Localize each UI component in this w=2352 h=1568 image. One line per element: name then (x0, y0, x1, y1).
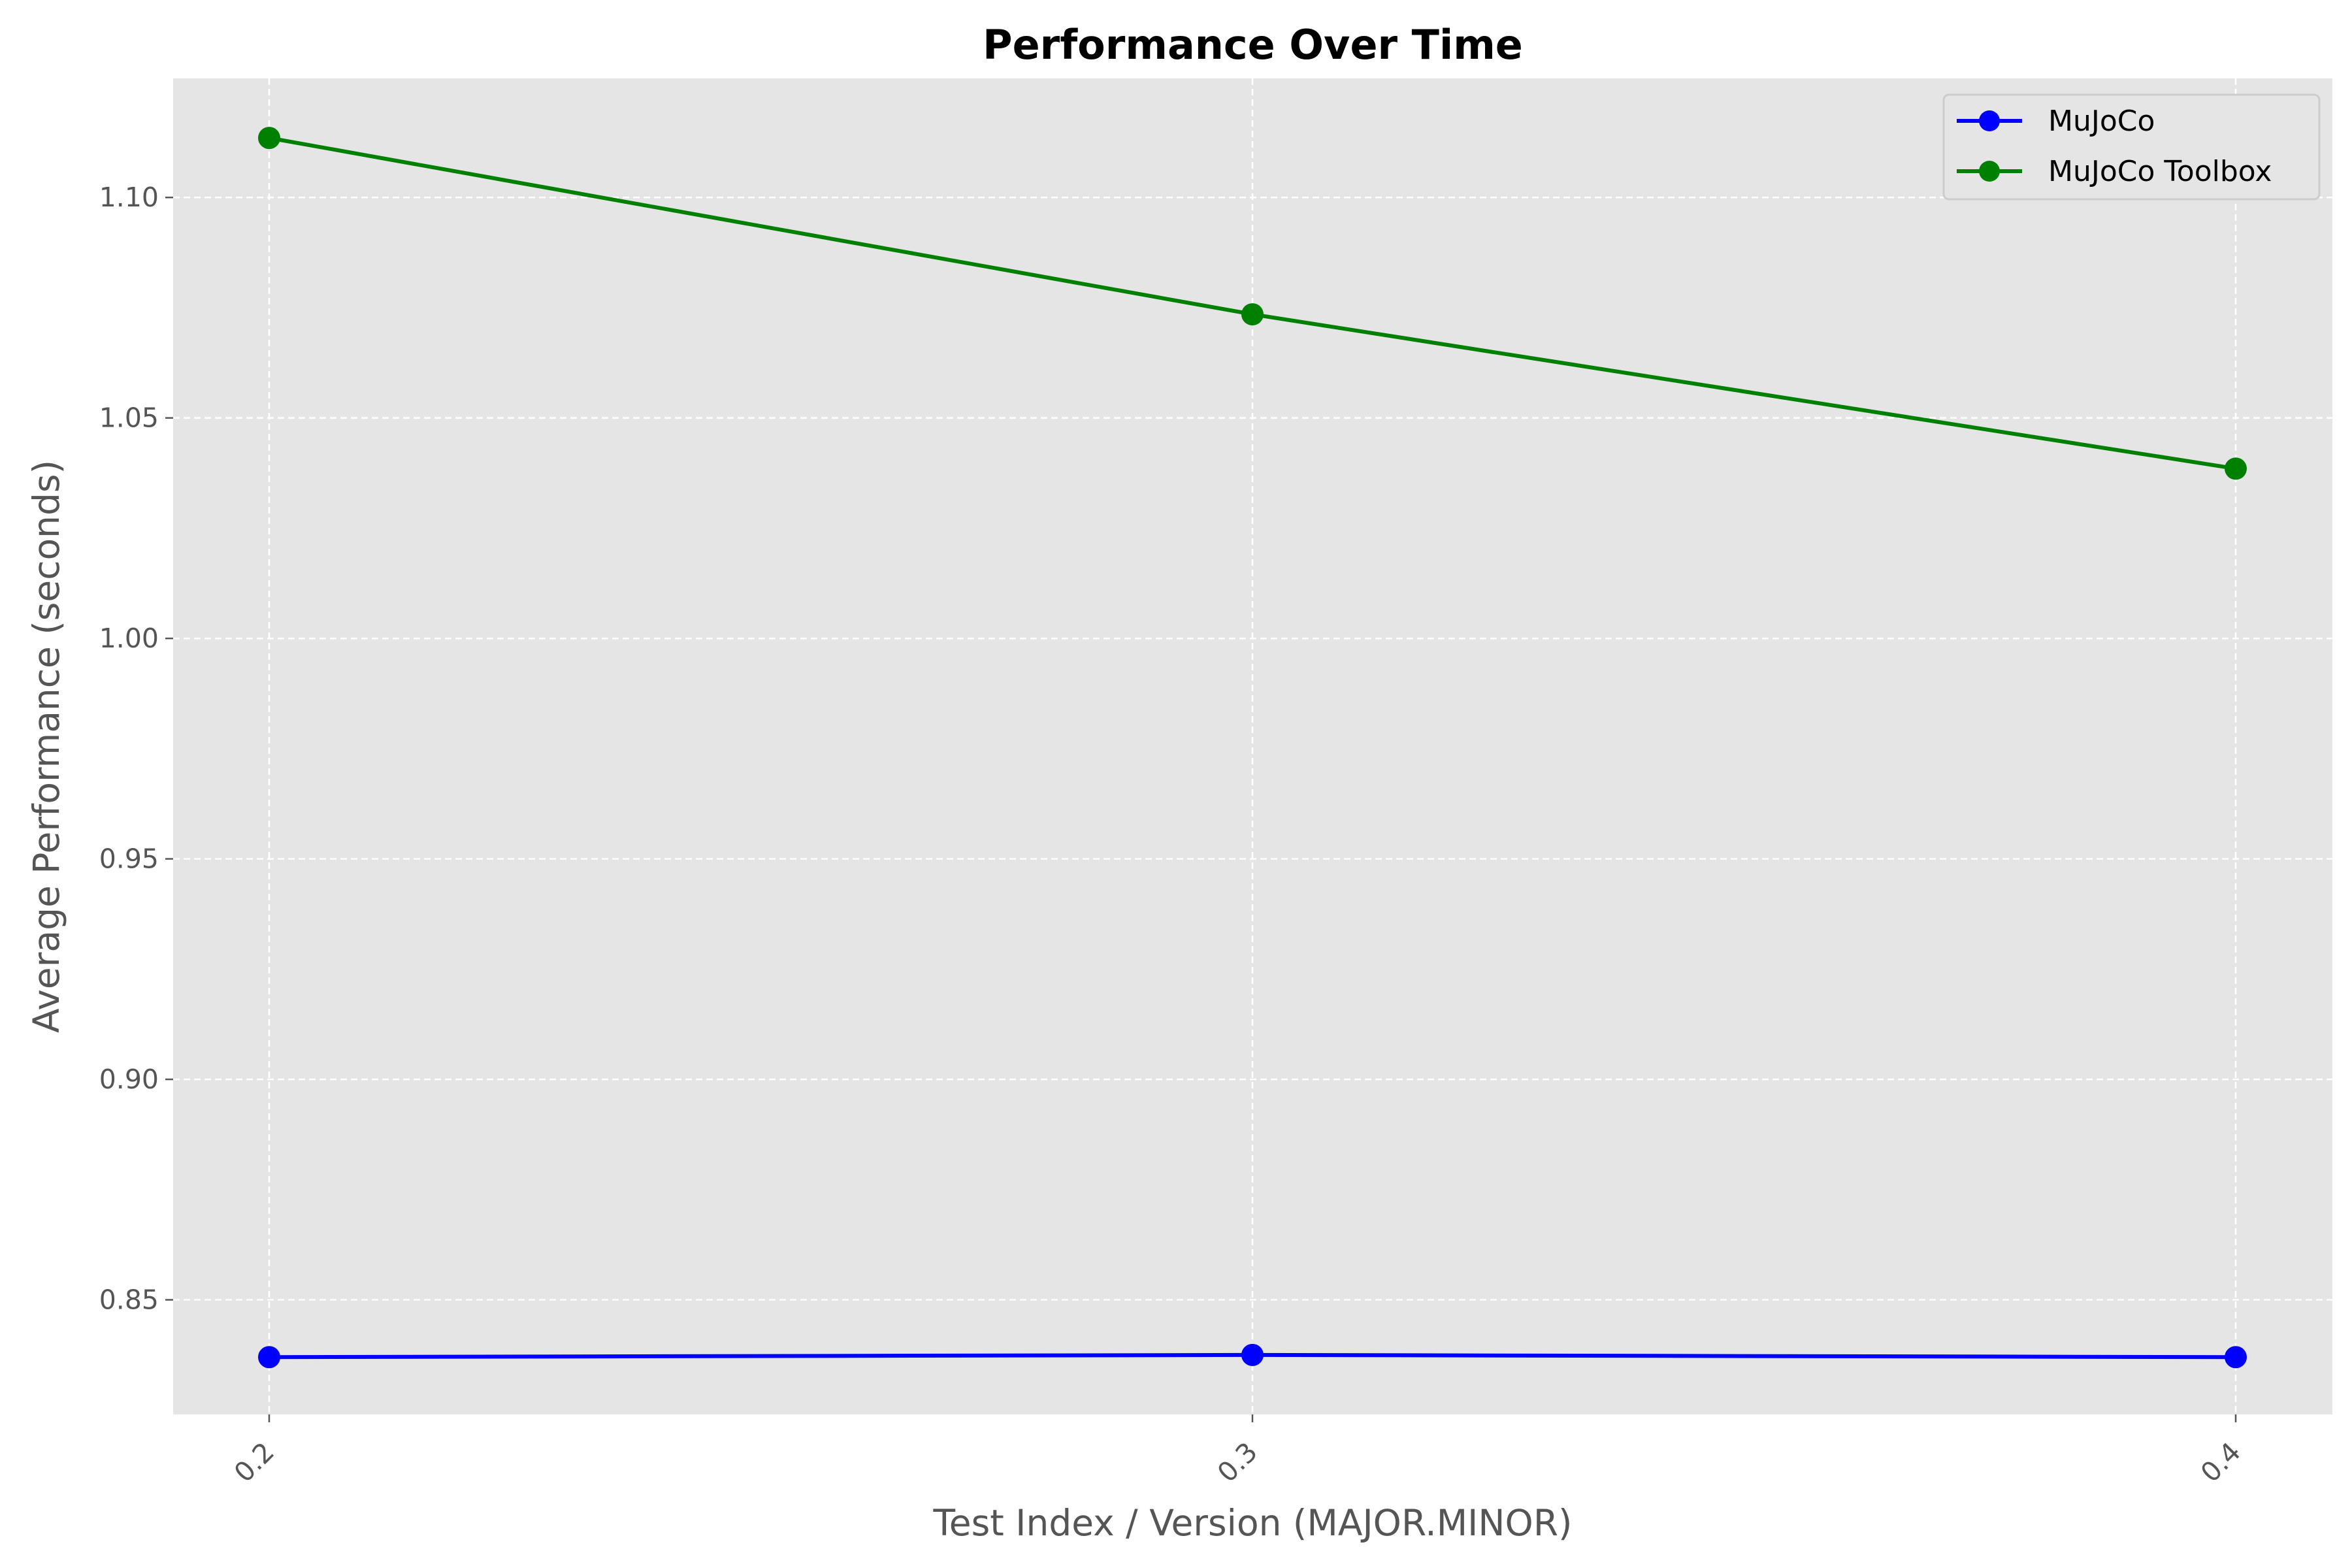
legend-label-mujoco: MuJoCo (2048, 105, 2155, 138)
x-axis-label: Test Index / Version (MAJOR.MINOR) (933, 1502, 1573, 1544)
legend-entry-mujoco-toolbox: MuJoCo Toolbox (1957, 155, 2272, 188)
legend-entry-mujoco: MuJoCo (1957, 105, 2155, 138)
grid (173, 78, 2332, 1414)
series-0-point (258, 1346, 280, 1369)
y-tick-label: 1.05 (99, 402, 159, 434)
series-0-point (2225, 1346, 2247, 1369)
y-tick-label: 0.95 (99, 843, 159, 875)
series-1-point (1241, 303, 1264, 326)
legend: MuJoCo MuJoCo Toolbox (1942, 93, 2321, 201)
legend-label-mujoco-toolbox: MuJoCo Toolbox (2048, 155, 2272, 188)
series-1-point (2225, 457, 2247, 480)
y-tick-label: 1.10 (99, 182, 159, 213)
series-1-point (258, 127, 280, 150)
y-ticks: 0.85 0.90 0.95 1.00 1.05 1.10 (99, 182, 173, 1316)
series-group (258, 127, 2247, 1369)
legend-marker-mujoco-toolbox (1979, 161, 2000, 182)
series-0-point (1241, 1343, 1264, 1366)
y-axis-label: Average Performance (seconds) (25, 460, 67, 1033)
y-tick-label: 0.85 (99, 1284, 159, 1316)
chart-title: Performance Over Time (983, 21, 1523, 69)
legend-box (1942, 93, 2321, 201)
y-tick-label: 1.00 (99, 623, 159, 654)
legend-marker-mujoco (1979, 110, 2000, 131)
y-tick-label: 0.90 (99, 1064, 159, 1095)
